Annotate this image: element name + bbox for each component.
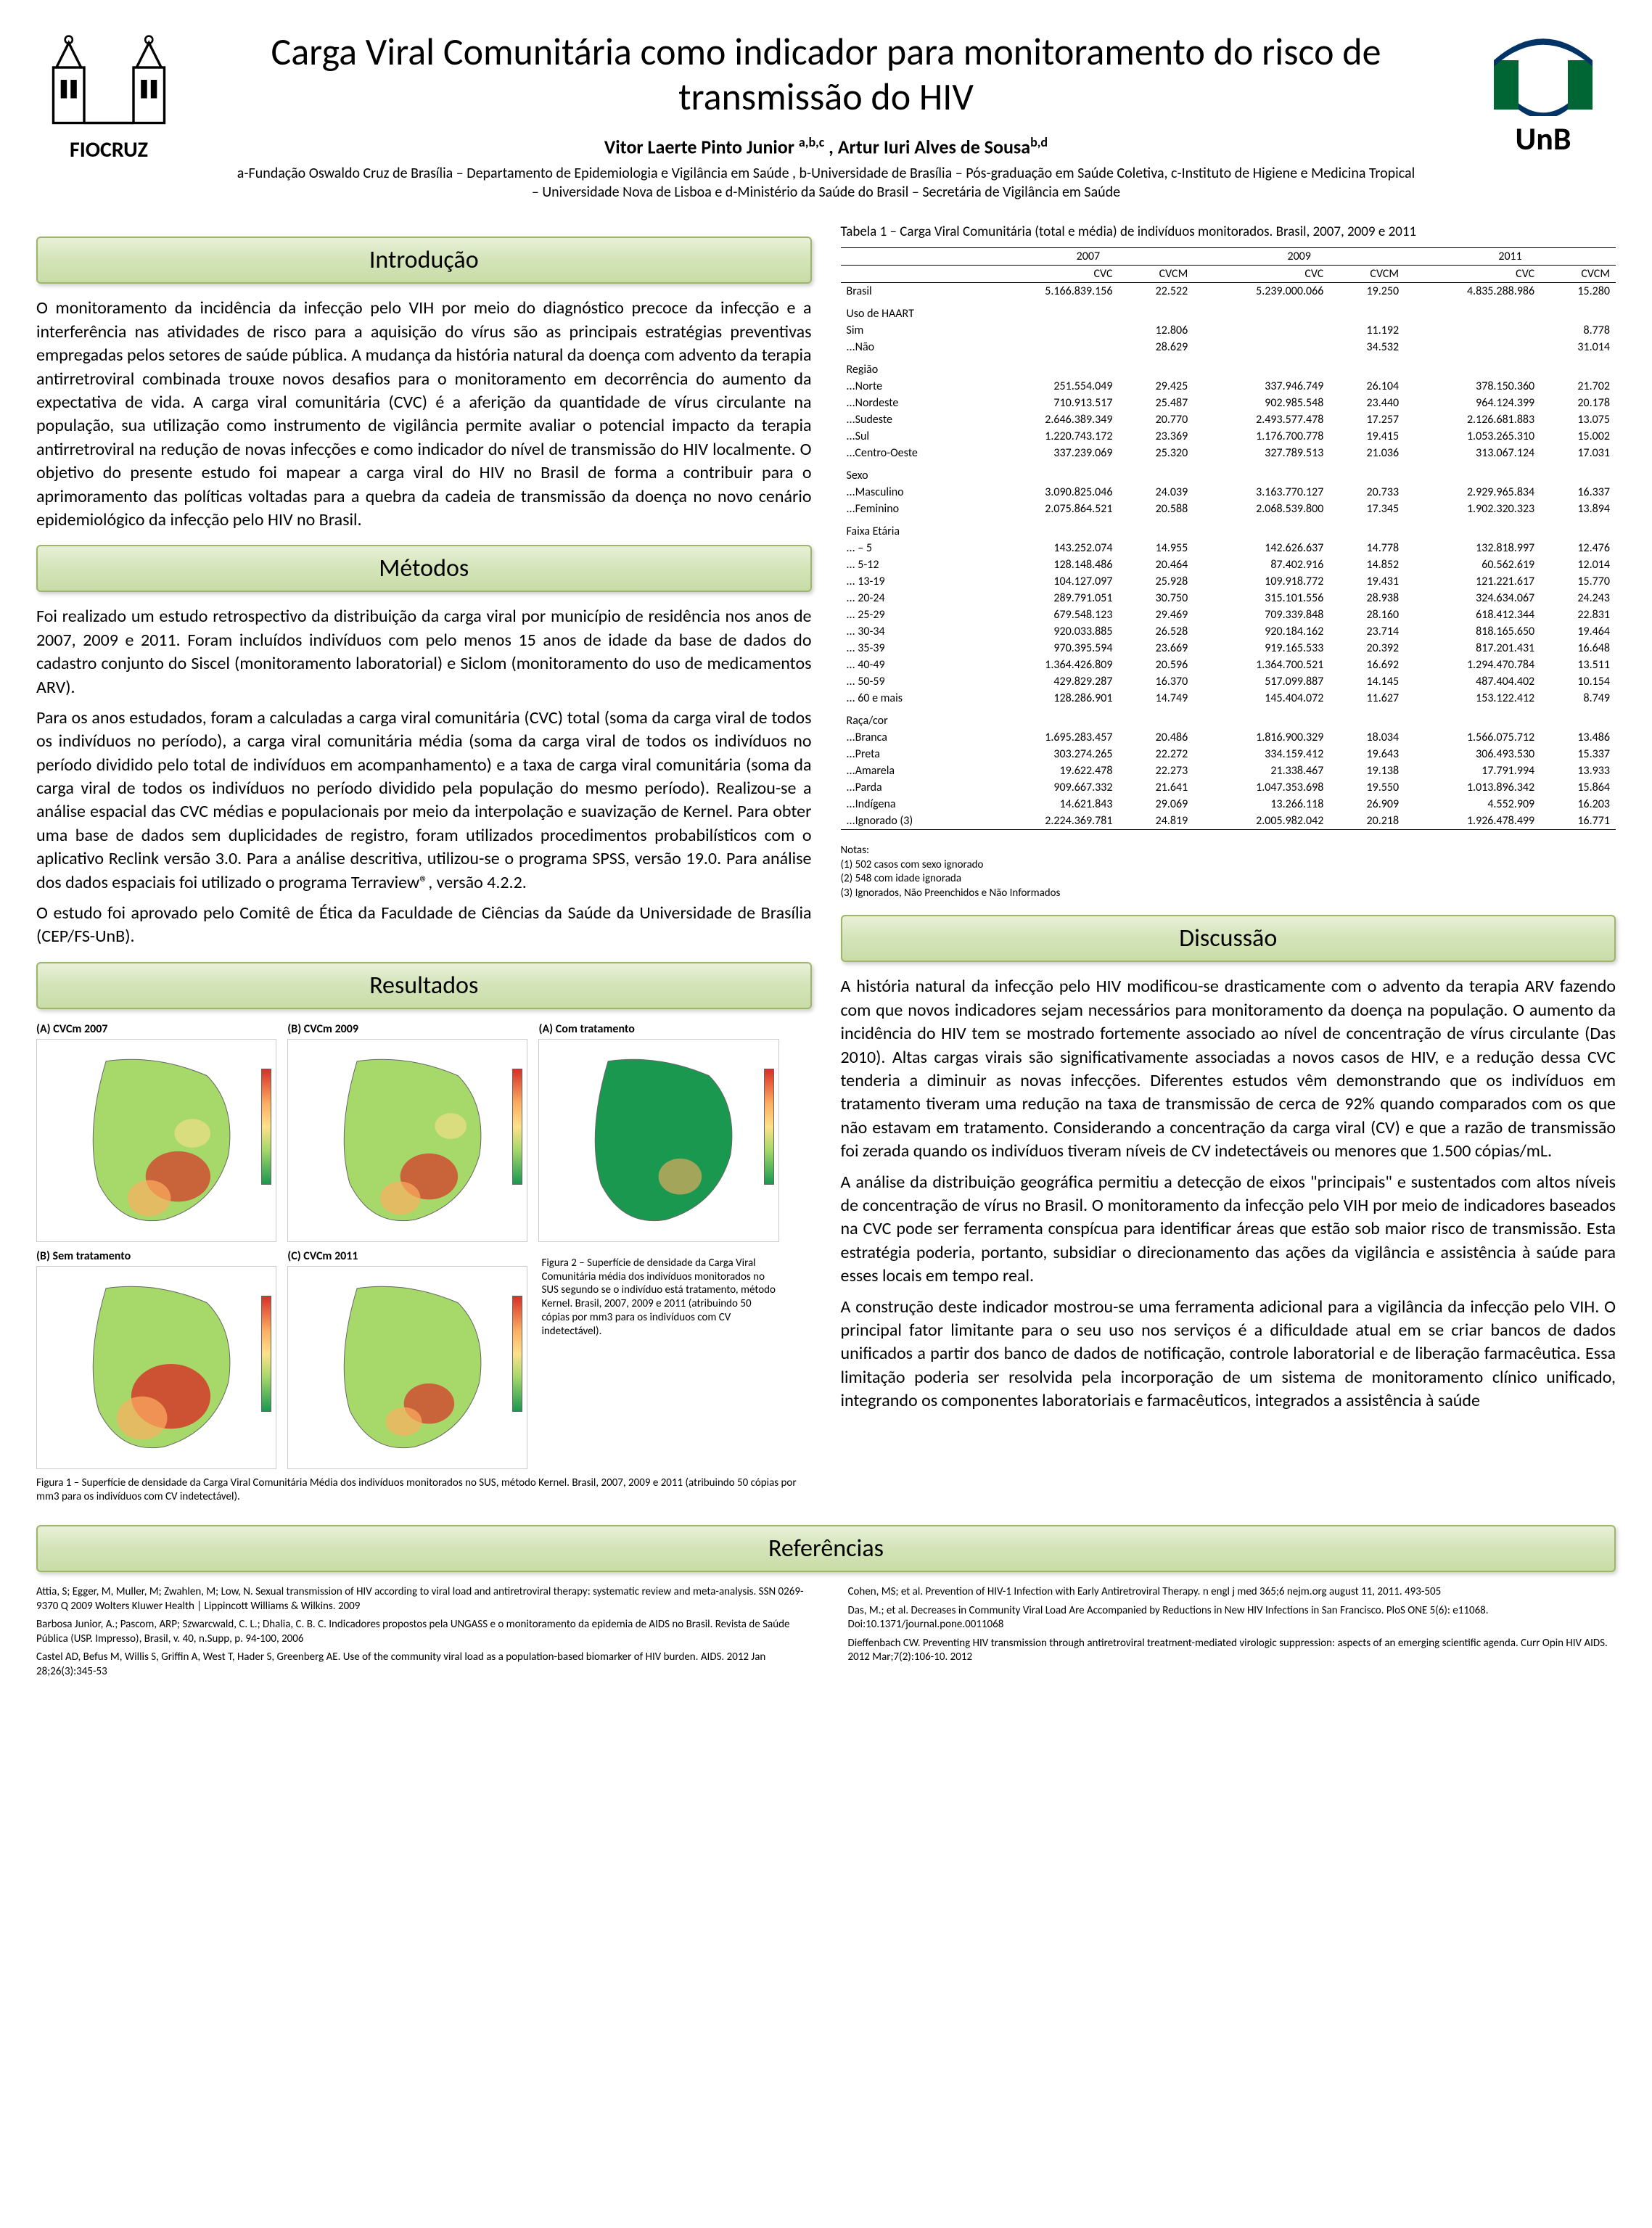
title-block: Carga Viral Comunitária como indicador p… [203, 29, 1449, 202]
figure-panel-a-2007: (A) CVCm 2007 [36, 1022, 276, 1242]
affiliations: a-Fundação Oswaldo Cruz de Brasília – De… [203, 164, 1449, 202]
poster-title: Carga Viral Comunitária como indicador p… [203, 29, 1449, 120]
discussion-text-2: A análise da distribuição geográfica per… [841, 1171, 1616, 1288]
right-column: Tabela 1 – Carga Viral Comunitária (tota… [841, 223, 1616, 1503]
references-right: Cohen, MS; et al. Prevention of HIV-1 In… [848, 1585, 1616, 1683]
discussion-text-3: A construção deste indicador mostrou-se … [841, 1296, 1616, 1413]
methods-header: Métodos [36, 545, 812, 592]
data-table: 200720092011CVCCVCMCVCCVCMCVCCVCMBrasil5… [841, 247, 1616, 833]
references-left: Attia, S; Egger, M, Muller, M; Zwahlen, … [36, 1585, 805, 1683]
references-header: Referências [36, 1525, 1616, 1572]
methods-text-2: Para os anos estudados, foram a calculad… [36, 707, 812, 895]
logo-fiocruz: FIOCRUZ [36, 29, 181, 163]
results-header: Resultados [36, 962, 812, 1009]
figure-label: (A) CVCm 2007 [36, 1022, 276, 1036]
fiocruz-icon [47, 29, 170, 131]
figures-row-1: (A) CVCm 2007 (B) CVCm 2009 [36, 1022, 812, 1242]
figure-2-caption: Figura 2 – Superfície de densidade da Ca… [538, 1249, 778, 1346]
fiocruz-label: FIOCRUZ [70, 136, 148, 163]
references: Attia, S; Egger, M, Muller, M; Zwahlen, … [36, 1585, 1616, 1683]
figure-2-caption-panel: Figura 2 – Superfície de densidade da Ca… [538, 1249, 778, 1469]
discussion-header: Discussão [841, 915, 1616, 962]
figure-label: (B) CVCm 2009 [287, 1022, 527, 1036]
header: FIOCRUZ Carga Viral Comunitária como ind… [36, 29, 1616, 202]
figure-panel-b-2009: (B) CVCm 2009 [287, 1022, 527, 1242]
figure-panel-c-2011: (C) CVCm 2011 [287, 1249, 527, 1469]
figure-label: (A) Com tratamento [538, 1022, 778, 1036]
intro-header: Introdução [36, 237, 812, 284]
table-notes: Notas:(1) 502 casos com sexo ignorado(2)… [841, 844, 1616, 900]
figure-label: (C) CVCm 2011 [287, 1249, 527, 1263]
figure-panel-a-treat: (A) Com tratamento [538, 1022, 778, 1242]
figures-row-2: (B) Sem tratamento (C) CVCm 2011 [36, 1249, 812, 1469]
discussion-text-1: A história natural da infecção pelo HIV … [841, 975, 1616, 1163]
figure-1-caption: Figura 1 – Superfície de densidade da Ca… [36, 1476, 812, 1504]
content: Introdução O monitoramento da incidência… [36, 223, 1616, 1503]
authors: Vitor Laerte Pinto Junior a,b,c , Artur … [203, 134, 1449, 159]
unb-label: UnB [1516, 119, 1571, 158]
table-caption: Tabela 1 – Carga Viral Comunitária (tota… [841, 223, 1616, 240]
intro-text: O monitoramento da incidência da infecçã… [36, 297, 812, 532]
logo-unb: UnB [1471, 29, 1616, 158]
methods-text-3: O estudo foi aprovado pelo Comitê de Éti… [36, 902, 812, 949]
unb-icon [1482, 29, 1605, 116]
methods-text-1: Foi realizado um estudo retrospectivo da… [36, 605, 812, 699]
figure-panel-b-notreat: (B) Sem tratamento [36, 1249, 276, 1469]
left-column: Introdução O monitoramento da incidência… [36, 223, 812, 1503]
figure-label: (B) Sem tratamento [36, 1249, 276, 1263]
